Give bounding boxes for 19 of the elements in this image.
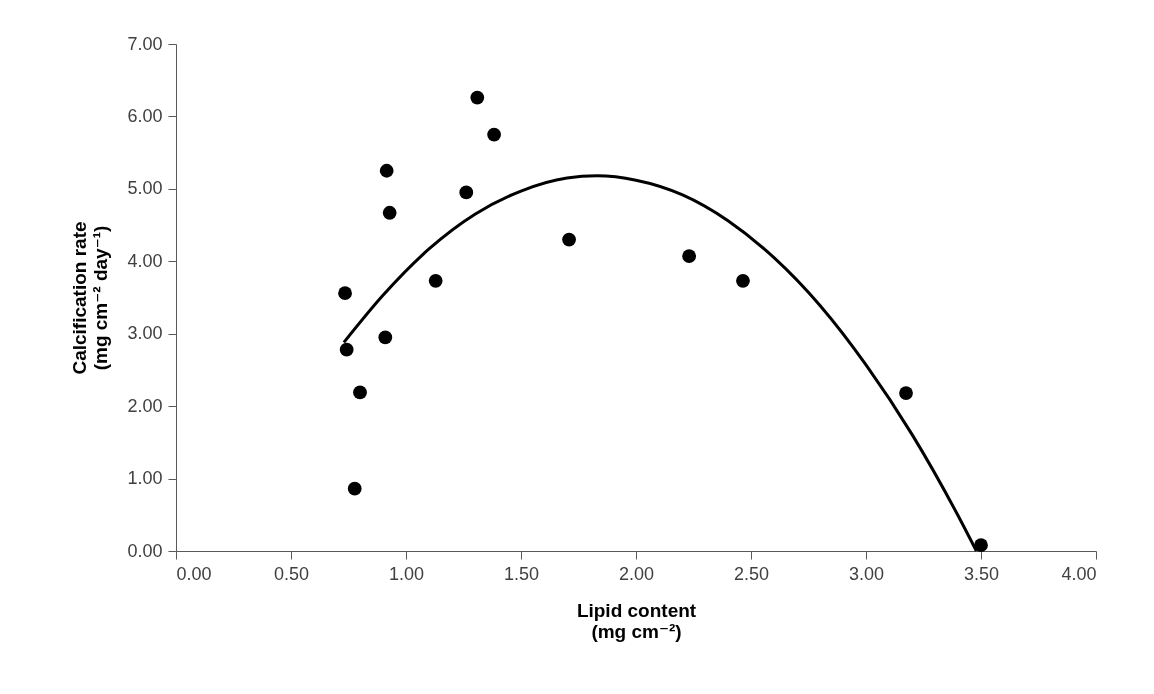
y-tick-label: 2.00 xyxy=(127,395,163,416)
y-tick-label: 6.00 xyxy=(127,105,163,126)
y-tick-label: 3.00 xyxy=(127,323,163,344)
x-tick-label: 1.50 xyxy=(503,563,540,584)
y-tick-label: 5.00 xyxy=(127,178,163,199)
x-tick-label: 1.00 xyxy=(388,563,425,584)
x-tick-label: 0.00 xyxy=(176,563,212,584)
x-tick-label: 2.50 xyxy=(733,563,770,584)
x-tick-label: 3.00 xyxy=(848,563,885,584)
x-tick-label: 3.50 xyxy=(963,563,1000,584)
x-tick-label: 2.00 xyxy=(618,563,655,584)
y-tick-label: 1.00 xyxy=(127,468,163,489)
x-axis-title: Lipid content (mg cm⁻²) xyxy=(576,599,697,642)
x-tick-label: 0.50 xyxy=(273,563,310,584)
y-tick-label: 0.00 xyxy=(127,540,163,561)
y-tick-label: 7.00 xyxy=(127,33,163,54)
x-tick-label: 4.00 xyxy=(1061,563,1097,584)
y-axis-title: Calcification rate (mg cm⁻² day⁻¹) xyxy=(69,221,112,375)
y-tick-label: 4.00 xyxy=(127,250,163,271)
